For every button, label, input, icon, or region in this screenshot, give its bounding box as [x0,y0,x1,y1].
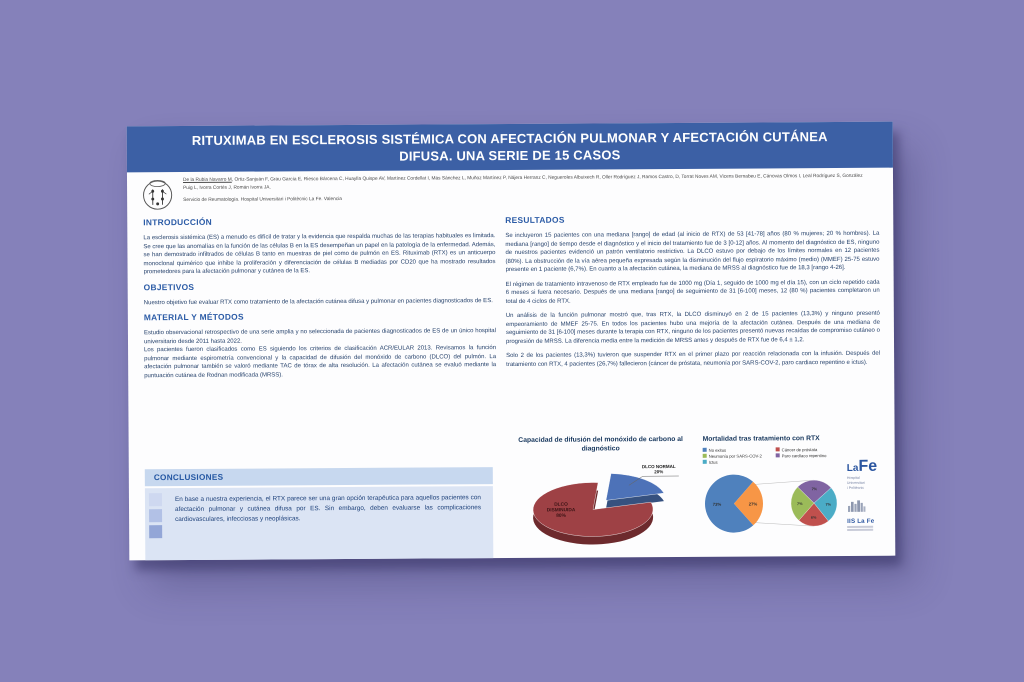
iis-lafe-name: IIS La Fe [847,517,875,525]
iis-lafe-subtext [847,525,881,531]
dlco-pie-chart: Capacidad de difusión del monóxido de ca… [507,436,696,558]
legend-swatch [702,454,707,459]
legend-item: Neumonía por SARS-COV-2 [702,453,774,459]
poster-title-bar: RITUXIMAB EN ESCLEROSIS SISTÉMICA CON AF… [126,121,893,173]
svg-text:27%: 27% [749,501,758,506]
legend-label: Ictus [708,459,718,465]
charts-row: Capacidad de difusión del monóxido de ca… [507,435,882,558]
conclusiones-block: CONCLUSIONES En base a nuestra experienc… [144,467,494,561]
legend-swatch [702,448,707,453]
mortality-legend: No exitus Cáncer de próstata Neumonía por … [702,446,847,465]
first-author: De la Rubia Navarro M [182,177,232,184]
heading-conclusiones: CONCLUSIONES [144,467,493,487]
svg-text:7%: 7% [812,487,818,491]
conclusiones-box: En base a nuestra experiencia, el RTX pa… [144,486,494,561]
objetivos-paragraph: Nuestro objetivo fue evaluar RTX como tr… [143,297,493,306]
heading-introduccion: INTRODUCCIÓN [143,216,213,228]
legend-item: Cáncer de próstata [775,446,847,453]
heading-objetivos: OBJETIVOS [143,281,195,292]
poster-title-line2: DIFUSA. UNA SERIE DE 15 CASOS [399,147,621,164]
logos-column: LaFe Hospital Universitari i Politècnic [847,435,882,556]
introduccion-paragraph: La esclerosis sistémica (ES) a menudo es… [143,233,496,276]
dlco-chart-title: Capacidad de difusión del monóxido de ca… [518,435,683,453]
svg-text:7%: 7% [825,503,831,507]
legend-swatch [775,453,780,458]
heading-resultados: RESULTADOS [505,214,565,226]
lafe-logo-fe: Fe [858,457,878,475]
legend-swatch [702,460,707,465]
heading-material-metodos: MATERIAL Y MÉTODOS [143,311,244,323]
iis-lafe-logo: IIS La Fe [847,498,881,531]
legend-item: Ictus [702,459,774,465]
resultados-paragraph-3: Un análisis de la función pulmonar mostr… [505,310,880,345]
svg-text:73%: 73% [713,502,722,507]
resultados-paragraph-2: El régimen de tratamiento intravenoso de… [505,279,880,305]
lafe-logo-subtext: Hospital Universitari i Politècnic [846,475,865,490]
decor-square-dark [149,525,163,539]
right-column: RESULTADOS Se incluyeron 15 pacientes co… [505,208,881,558]
dlco-pie-svg: DLCO DISMINUIDA 80% DLCO NORMAL 20% [532,464,679,545]
svg-text:7%: 7% [797,502,803,506]
legend-swatch [775,447,780,452]
authors-block: De la Rubia Navarro M, Ortiz-Sanjuán F, … [183,173,873,204]
legend-label: No exitus [708,447,727,453]
decor-square-light [148,493,163,507]
authors-list: De la Rubia Navarro M, Ortiz-Sanjuán F, … [183,173,873,193]
legend-label: Neumonía por SARS-COV-2 [708,453,762,459]
legend-item: Paro cardíaco repentino [775,452,847,459]
resultados-paragraph-4: Solo 2 de los pacientes (13,3%) tuvieron… [506,350,881,368]
mortality-pie-svg: 73% 27% 7% 7% 6% 7% [704,474,838,533]
authors-row: De la Rubia Navarro M, Ortiz-Sanjuán F, … [127,168,893,212]
mortality-pie-chart: Mortalidad tras tratamiento con RTX No e… [699,435,848,557]
other-authors: , Ortiz-Sanjuán F, Grau García E, Riesco… [183,173,863,191]
legend-label: Paro cardíaco repentino [781,452,827,459]
conclusiones-text: En base a nuestra experiencia, el RTX pa… [174,494,482,523]
lafe-logo-la: La [846,462,859,474]
svg-text:6%: 6% [811,516,817,520]
poster-content: INTRODUCCIÓN La esclerosis sistémica (ES… [143,208,881,561]
resultados-paragraph-1: Se incluyeron 15 pacientes con una media… [505,230,880,274]
material-paragraph-2: Los pacientes fueron clasificados como E… [144,345,497,379]
left-column: INTRODUCCIÓN La esclerosis sistémica (ES… [143,210,497,561]
affiliation: Servicio de Reumatología. Hospital Unive… [183,197,342,204]
building-icon [848,499,866,512]
rheumatology-society-logo-icon [143,179,173,210]
legend-item: No exitus [702,447,774,453]
scientific-poster: RITUXIMAB EN ESCLEROSIS SISTÉMICA CON AF… [126,121,896,561]
mortality-chart-title: Mortalidad tras tratamiento con RTX [702,435,820,443]
legend-label: Cáncer de próstata [781,446,818,453]
decor-square-medium [149,509,163,523]
material-paragraph-1: Estudio observacional retrospectivo de u… [143,328,496,345]
lafe-hospital-logo: LaFe Hospital Universitari i Politècnic [846,457,881,491]
